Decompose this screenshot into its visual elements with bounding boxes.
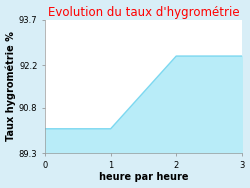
X-axis label: heure par heure: heure par heure [99, 172, 188, 182]
Title: Evolution du taux d'hygrométrie: Evolution du taux d'hygrométrie [48, 6, 239, 19]
Y-axis label: Taux hygrométrie %: Taux hygrométrie % [6, 31, 16, 141]
